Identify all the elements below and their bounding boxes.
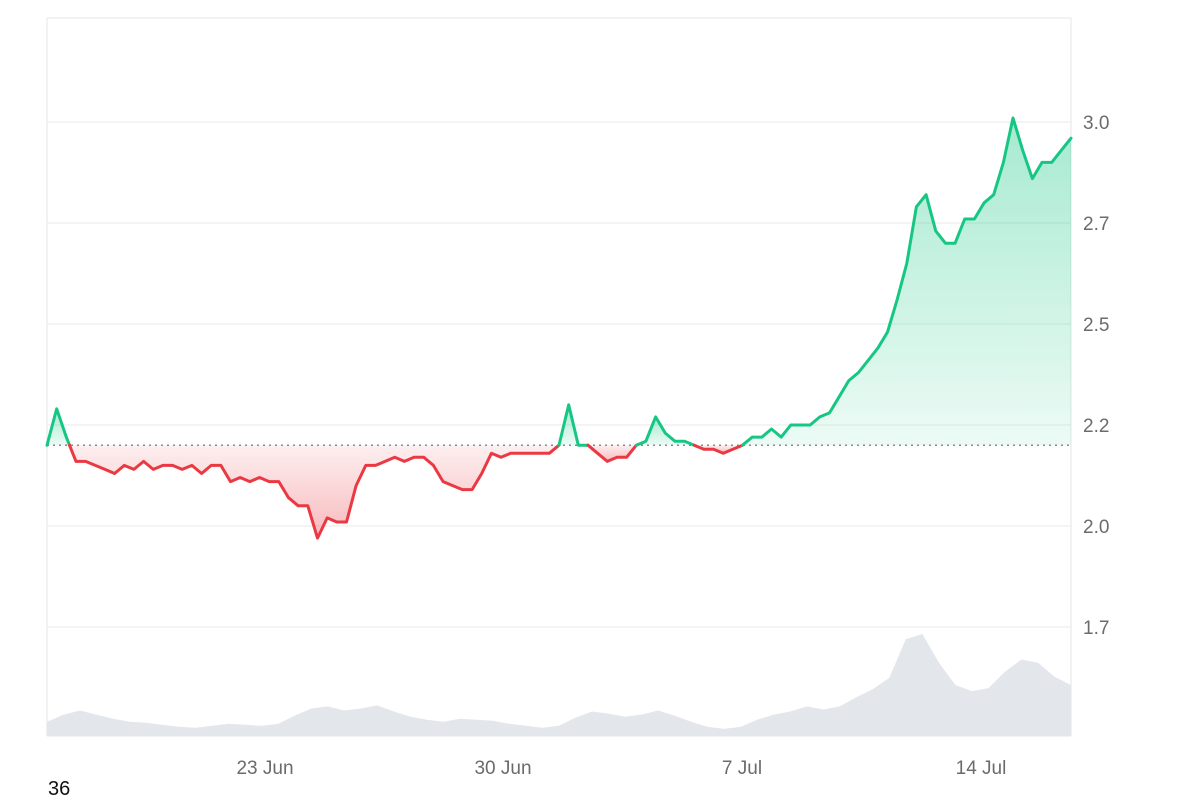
line-segment-down (586, 443, 638, 463)
line-segment-up (741, 116, 1073, 447)
area-above-baseline (47, 408, 70, 446)
area-below-baseline (588, 445, 637, 462)
y-tick-label: 2.2 (1083, 416, 1109, 437)
x-axis-ticks: 23 Jun 30 Jun 7 Jul 14 Jul (236, 758, 1006, 779)
line-segment-down (692, 443, 744, 455)
x-tick-label: 7 Jul (722, 758, 762, 779)
price-fill (47, 118, 1071, 539)
corner-label: 36 (48, 778, 71, 800)
x-tick-label: 23 Jun (236, 758, 293, 779)
volume-area (47, 634, 1071, 736)
gridlines (47, 121, 1071, 628)
y-tick-label: 2.5 (1083, 315, 1109, 336)
line-segment-up (45, 407, 71, 447)
volume-shape (47, 634, 1071, 736)
x-tick-label: 30 Jun (474, 758, 531, 779)
area-above-baseline (636, 416, 695, 446)
area-above-baseline (742, 118, 1071, 446)
y-tick-label: 2.0 (1083, 517, 1109, 538)
y-axis-ticks: 3.0 2.7 2.5 2.2 2.0 1.7 (1083, 113, 1109, 639)
y-tick-label: 3.0 (1083, 113, 1109, 134)
line-segment-down (68, 443, 561, 540)
line-segment-up (634, 415, 696, 447)
x-tick-label: 14 Jul (956, 758, 1007, 779)
y-tick-label: 2.7 (1083, 214, 1109, 235)
line-segment-up (557, 403, 590, 447)
price-line (45, 116, 1073, 540)
y-tick-label: 1.7 (1083, 618, 1109, 639)
area-below-baseline (694, 445, 743, 454)
